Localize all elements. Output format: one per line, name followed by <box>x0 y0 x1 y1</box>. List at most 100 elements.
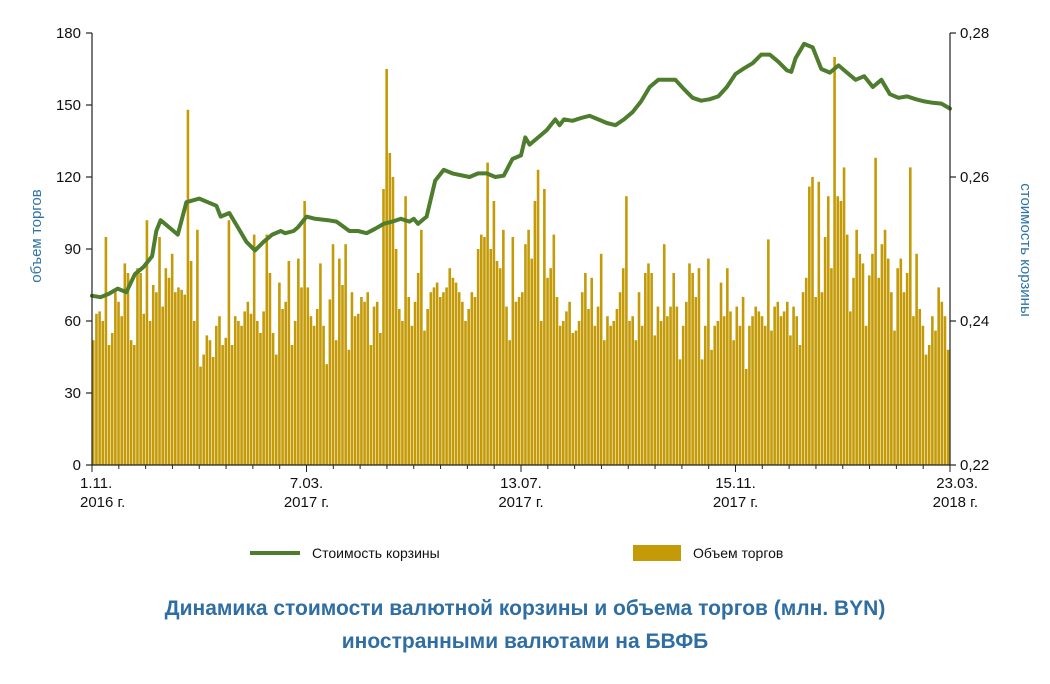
volume-bar <box>539 321 543 465</box>
volume-bar <box>322 325 325 465</box>
volume-bar <box>546 277 549 465</box>
volume-bar <box>347 349 351 465</box>
volume-bar <box>558 325 562 465</box>
volume-bar <box>562 321 565 465</box>
volume-bar <box>599 253 603 465</box>
volume-bar <box>823 237 827 465</box>
right-tick-label: 0,26 <box>960 169 989 186</box>
volume-bar <box>908 167 912 465</box>
volume-bar <box>934 330 937 465</box>
volume-bar <box>719 282 723 465</box>
volume-bar <box>855 229 858 465</box>
volume-bar <box>416 273 420 465</box>
volume-bar <box>744 369 748 465</box>
bars-layer <box>92 57 950 466</box>
volume-bar <box>713 325 717 465</box>
volume-bar <box>845 234 849 465</box>
x-tick-label-year: 2018 г. <box>933 494 978 511</box>
volume-bar <box>120 316 123 465</box>
volume-bar <box>656 306 660 465</box>
volume-bar <box>691 273 694 465</box>
x-tick-label-date: 23.03. <box>936 475 978 492</box>
volume-bar <box>401 321 404 465</box>
volume-bar <box>625 196 628 465</box>
volume-bar <box>189 261 193 465</box>
volume-bar <box>792 306 795 465</box>
volume-bar <box>861 263 865 465</box>
volume-bar <box>748 325 751 465</box>
volume-bar <box>590 277 593 465</box>
volume-bar <box>145 220 149 465</box>
volume-bar <box>943 316 947 465</box>
volume-bar <box>92 340 95 465</box>
volume-bar <box>438 297 442 465</box>
legend: Стоимость корзины Объем торгов <box>250 545 783 561</box>
volume-bar <box>375 301 379 465</box>
volume-bar <box>123 263 127 465</box>
volume-bar <box>306 287 310 465</box>
x-tick-label-year: 2017 г. <box>284 494 329 511</box>
volume-bar <box>877 277 881 465</box>
volume-bar <box>524 244 527 465</box>
volume-bar <box>413 301 417 465</box>
volume-bar <box>489 249 493 465</box>
volume-bar <box>782 311 786 465</box>
volume-bar <box>543 189 546 465</box>
left-tick-label: 150 <box>56 97 81 114</box>
volume-bar <box>773 306 776 465</box>
volume-bar <box>710 349 713 465</box>
volume-bar <box>511 237 515 465</box>
volume-bar <box>514 301 518 465</box>
volume-bar <box>218 316 221 465</box>
volume-bar <box>110 333 114 465</box>
volume-bar <box>394 249 398 465</box>
volume-bar <box>230 345 234 465</box>
chart-caption-line1: Динамика стоимости валютной корзины и об… <box>164 597 886 620</box>
volume-bar <box>483 237 486 465</box>
volume-bar <box>811 177 814 465</box>
volume-bar <box>789 335 792 465</box>
volume-bar <box>498 268 502 465</box>
volume-bar <box>432 287 436 465</box>
volume-bar <box>871 253 874 465</box>
volume-bar <box>574 330 578 465</box>
volume-bar <box>565 311 568 465</box>
volume-bar <box>98 311 101 465</box>
volume-bar <box>136 268 139 465</box>
volume-bar <box>612 321 616 465</box>
volume-bar <box>334 340 338 465</box>
volume-bar <box>631 316 634 465</box>
volume-bar <box>533 201 537 465</box>
volume-bar <box>312 325 316 465</box>
left-tick-label: 30 <box>64 385 81 402</box>
volume-bar <box>252 234 256 465</box>
legend-bar-swatch <box>633 545 681 561</box>
volume-bar <box>448 268 452 465</box>
volume-bar <box>830 268 833 465</box>
volume-bar <box>290 345 294 465</box>
chart-caption-line2: иностранными валютами на БВФБ <box>341 630 709 653</box>
volume-bar <box>890 292 893 465</box>
volume-bar <box>426 309 429 465</box>
volume-bar <box>669 306 672 465</box>
volume-bar <box>741 297 745 465</box>
volume-bar <box>470 292 474 465</box>
volume-bar <box>621 268 625 465</box>
axes-layer: 0 30 60 90 120 150 180 0,22 0,24 0,26 0,28 1.11. 201… <box>56 25 989 511</box>
volume-bar <box>912 316 915 465</box>
volume-bar <box>767 239 770 465</box>
volume-bar <box>864 325 868 465</box>
volume-bar <box>707 258 710 465</box>
volume-bar <box>410 325 414 465</box>
volume-bar <box>754 306 758 465</box>
volume-bar <box>716 321 720 465</box>
volume-bar <box>804 277 808 465</box>
volume-bar <box>464 321 467 465</box>
volume-bar <box>237 321 240 465</box>
volume-bar <box>555 297 559 465</box>
volume-bar <box>259 333 262 465</box>
volume-bar <box>700 359 704 465</box>
volume-bar <box>650 273 653 465</box>
volume-bar <box>467 309 470 465</box>
volume-bar <box>826 196 830 465</box>
